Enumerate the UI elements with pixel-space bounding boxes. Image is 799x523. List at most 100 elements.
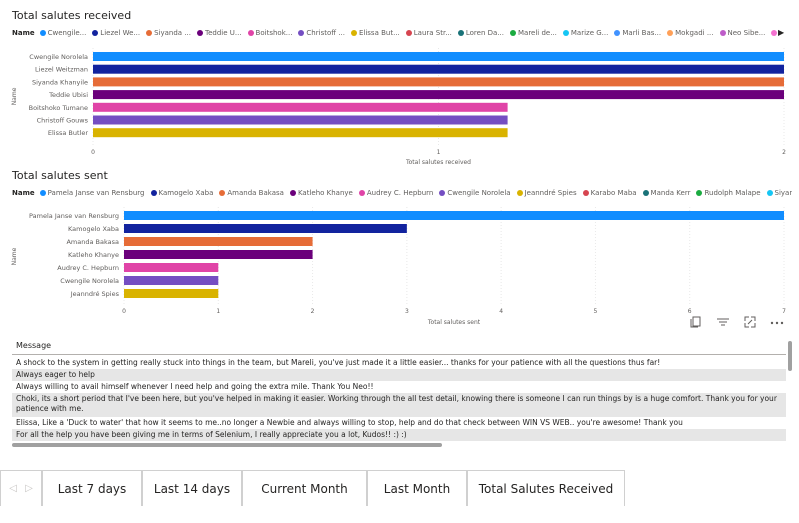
legend-dot-icon	[719, 30, 726, 36]
y-tick-label: Cwengile Norolela	[29, 53, 88, 61]
received-bar-chart: 0 1 2 Cwengile Norolela Liezel Weitzman Siyan…	[11, 48, 786, 166]
legend-item[interactable]: Karabo Maba	[582, 189, 637, 197]
legend-label: Audrey C. Hepburn	[366, 189, 434, 197]
legend-item[interactable]: Amanda Bakasa	[219, 189, 284, 197]
message-row[interactable]: Choki, its a short period that I've been…	[12, 393, 786, 417]
legend-dot-icon	[298, 30, 305, 36]
legend-item[interactable]: Mareli de...	[509, 29, 557, 37]
table-vertical-scrollbar[interactable]	[788, 341, 792, 371]
x-tick-label: 0	[91, 149, 95, 156]
x-axis-label: Total salutes received	[405, 159, 471, 166]
visual-toolbar	[690, 316, 784, 328]
legend-item[interactable]: Pamela Janse van Rensburg	[39, 189, 145, 197]
legend-item[interactable]: Laura Str...	[405, 29, 452, 37]
y-tick-label: Audrey C. Hepburn	[57, 264, 119, 272]
message-row[interactable]: Always eager to help	[12, 369, 786, 381]
y-tick-label: Amanda Bakasa	[66, 238, 119, 246]
page-tabs: ◁ ▷ Last 7 days Last 14 days Current Mon…	[0, 470, 799, 506]
legend-item[interactable]: Siyanda ...	[146, 29, 191, 37]
x-tick-label: 4	[499, 308, 503, 315]
message-row[interactable]: Elissa, Like a 'Duck to water' that how …	[16, 418, 683, 427]
y-tick-label: Elissa Butler	[48, 129, 88, 137]
sent-legend-title: Name	[12, 189, 35, 197]
legend-dot-icon	[667, 30, 674, 36]
legend-item[interactable]: Marize G...	[562, 29, 608, 37]
x-tick-label: 2	[782, 149, 786, 156]
bar-6	[124, 276, 219, 285]
bar-3	[124, 237, 313, 246]
legend-item[interactable]: Mokgadi ...	[667, 29, 714, 37]
y-tick-label: Kamogelo Xaba	[68, 225, 119, 233]
bar-1	[93, 52, 784, 61]
legend-dot-icon	[350, 30, 357, 36]
legend-label: Elissa But...	[358, 29, 400, 37]
legend-item[interactable]: Manda Kerr	[642, 189, 690, 197]
legend-item[interactable]: Cwengile Norolela	[439, 189, 511, 197]
focus-mode-icon[interactable]	[744, 316, 756, 328]
x-tick-label: 0	[122, 308, 126, 315]
tab-last-month[interactable]: Last Month	[367, 470, 467, 506]
legend-item[interactable]: Rudolph Malape	[696, 189, 761, 197]
tab-current-month[interactable]: Current Month	[242, 470, 367, 506]
message-row[interactable]: A shock to the system in getting really …	[16, 358, 661, 367]
legend-label: Neo Sibe...	[727, 29, 766, 37]
y-tick-label: Liezel Weitzman	[35, 66, 88, 74]
y-tick-label: Siyanda Khanyile	[32, 78, 88, 86]
filter-icon[interactable]	[716, 316, 730, 328]
legend-label: Cwengile...	[47, 29, 87, 37]
bar-7	[124, 289, 219, 298]
legend-item[interactable]: Audrey C. Hepburn	[358, 189, 434, 197]
legend-dot-icon	[457, 30, 464, 36]
legend-label: Boitshok...	[255, 29, 293, 37]
tab-last-14-days[interactable]: Last 14 days	[142, 470, 242, 506]
copy-icon[interactable]	[690, 316, 702, 328]
bar-1	[124, 211, 784, 220]
tab-prev-icon[interactable]: ◁	[9, 483, 17, 494]
header-divider	[12, 354, 786, 355]
legend-label: Cwengile Norolela	[447, 189, 511, 197]
legend-next-arrow-icon[interactable]: ▶	[778, 28, 785, 37]
y-tick-label: Teddie Ubisi	[48, 91, 88, 99]
table-horizontal-scrollbar[interactable]	[12, 443, 442, 447]
legend-item[interactable]: Loren Da...	[457, 29, 504, 37]
message-row[interactable]: For all the help you have been giving me…	[12, 429, 786, 441]
sent-legend: Name Pamela Janse van Rensburg Kamogelo X…	[12, 189, 792, 197]
sent-chart-title: Total salutes sent	[12, 169, 108, 182]
x-tick-label: 3	[405, 308, 409, 315]
legend-item[interactable]: Neo Sibe...	[719, 29, 766, 37]
legend-item[interactable]: Boitshok...	[247, 29, 293, 37]
legend-dot-icon	[771, 30, 777, 36]
message-column-header[interactable]: Message	[16, 341, 52, 350]
legend-dot-icon	[562, 30, 569, 36]
bar-5	[93, 102, 508, 112]
legend-item[interactable]: Katleho Khanye	[289, 189, 353, 197]
message-row[interactable]: Always willing to avail himself whenever…	[16, 382, 374, 391]
legend-item[interactable]: Marli Bas...	[614, 29, 661, 37]
legend-item[interactable]: Sebentile...	[771, 29, 777, 37]
legend-label: Katleho Khanye	[297, 189, 353, 197]
x-axis-label: Total salutes sent	[427, 319, 481, 326]
legend-label: Kamogelo Xaba	[158, 189, 214, 197]
y-tick-label: Christoff Gouws	[37, 117, 89, 125]
legend-dot-icon	[516, 190, 523, 196]
legend-label: Amanda Bakasa	[227, 189, 284, 197]
legend-item[interactable]: Kamogelo Xaba	[150, 189, 214, 197]
x-tick-label: 1	[216, 308, 220, 315]
legend-dot-icon	[439, 190, 446, 196]
legend-dot-icon	[582, 190, 589, 196]
legend-item[interactable]: Jeanndré Spies	[516, 189, 577, 197]
legend-item[interactable]: Elissa But...	[350, 29, 400, 37]
legend-item[interactable]: Siyanda Khanyile	[766, 189, 792, 197]
legend-item[interactable]: Cwengile...	[39, 29, 87, 37]
legend-item[interactable]: Christoff ...	[298, 29, 345, 37]
legend-label: Mokgadi ...	[675, 29, 714, 37]
legend-label: Marli Bas...	[622, 29, 662, 37]
tab-next-icon[interactable]: ▷	[25, 483, 33, 494]
bar-3	[93, 77, 784, 87]
more-options-icon[interactable]	[770, 316, 784, 328]
legend-item[interactable]: Liezel We...	[92, 29, 140, 37]
tab-total-salutes-received[interactable]: Total Salutes Received	[467, 470, 625, 506]
tab-last-7-days[interactable]: Last 7 days	[42, 470, 142, 506]
legend-item[interactable]: Teddie U...	[196, 29, 242, 37]
legend-dot-icon	[39, 190, 46, 196]
